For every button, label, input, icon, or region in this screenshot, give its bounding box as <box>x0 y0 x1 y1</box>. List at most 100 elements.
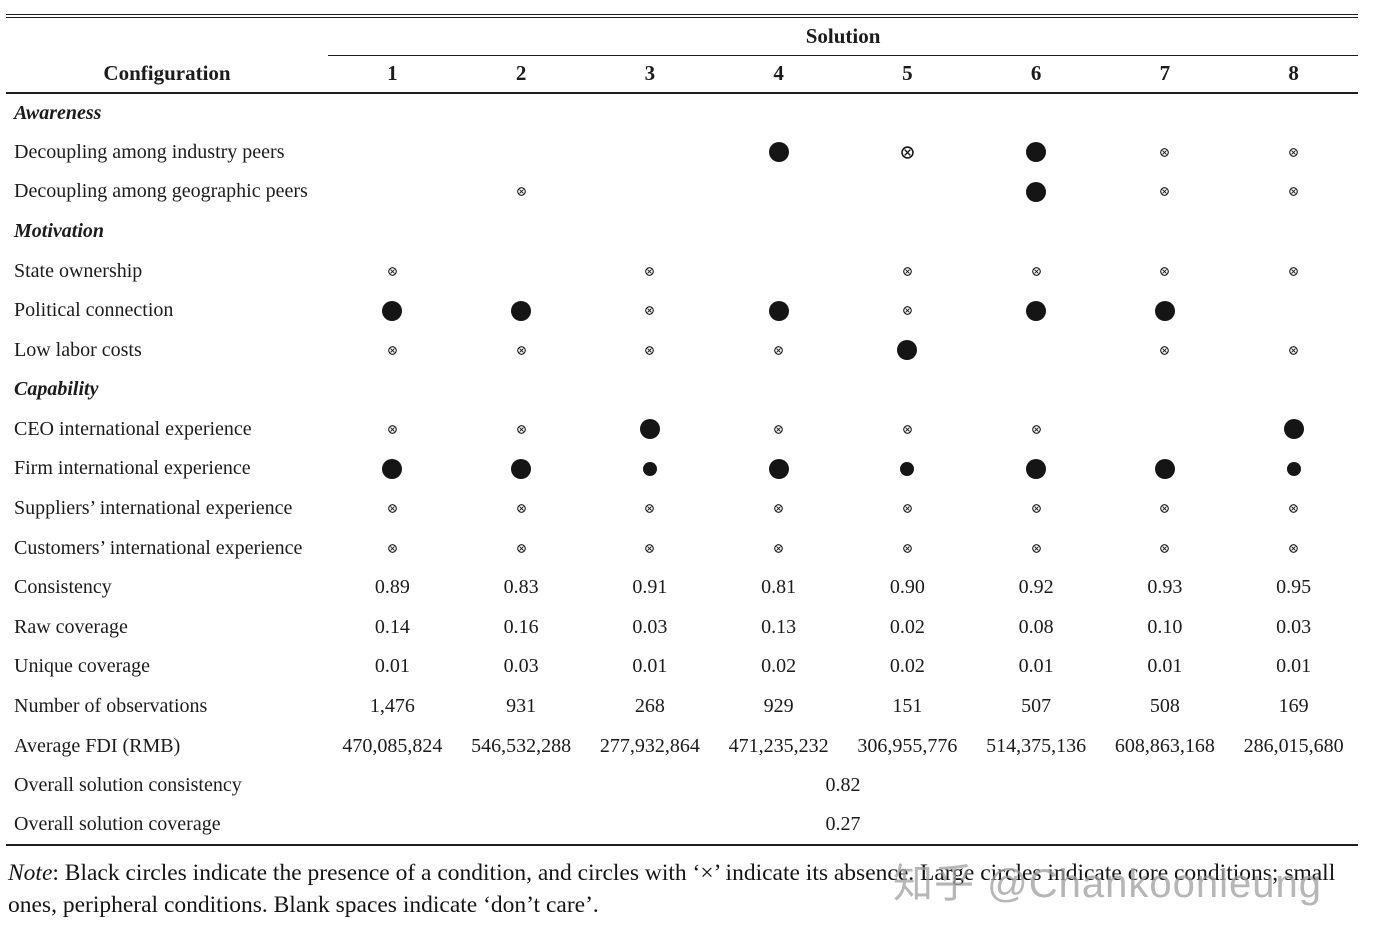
condition-cell-solution-1 <box>328 528 457 568</box>
note-body: : Black circles indicate the presence of… <box>8 860 1336 918</box>
absent-peripheral-icon <box>1160 543 1170 553</box>
row-label: CEO international experience <box>14 417 252 440</box>
row-label: Customers’ international experience <box>14 536 303 559</box>
table-row: Average FDI (RMB) 470,085,824 546,532,288 2… <box>6 726 1358 766</box>
section-row: Motivation <box>6 212 1358 252</box>
condition-cell-solution-3 <box>586 410 715 450</box>
absent-peripheral-icon <box>516 504 526 513</box>
row-label: Overall solution coverage <box>6 805 328 846</box>
value-cell-solution-4: 0.02 <box>761 655 797 678</box>
absent-peripheral-icon <box>1289 504 1298 513</box>
condition-cell-solution-8 <box>1229 449 1358 489</box>
absent-peripheral-icon <box>1160 266 1170 276</box>
value-cell-solution-6: 0.92 <box>1018 576 1054 599</box>
condition-cell-solution-5 <box>843 291 972 331</box>
absent-peripheral-icon <box>774 543 783 553</box>
absent-peripheral-icon <box>388 425 397 434</box>
condition-cell-solution-8 <box>1229 133 1358 173</box>
solution-column-header-4: 4 <box>714 55 843 94</box>
absent-peripheral-icon <box>1289 148 1298 157</box>
present-core-icon <box>1026 458 1047 479</box>
condition-cell-solution-2 <box>457 251 586 291</box>
value-cell-solution-3: 268 <box>634 694 665 717</box>
table-row: Overall solution consistency 0.82 <box>6 766 1358 806</box>
value-cell-solution-7: 508 <box>1149 694 1180 717</box>
absent-peripheral-icon <box>903 504 912 513</box>
condition-cell-solution-7 <box>1101 172 1230 212</box>
value-cell-solution-4: 471,235,232 <box>728 734 829 757</box>
absent-peripheral-icon <box>774 425 783 434</box>
value-cell-solution-5: 151 <box>892 694 923 717</box>
condition-cell-solution-1 <box>328 291 457 331</box>
section-label: Awareness <box>14 101 102 124</box>
condition-cell-solution-2 <box>457 489 586 529</box>
condition-cell-solution-6 <box>972 291 1101 331</box>
value-cell-solution-8: 169 <box>1278 694 1309 717</box>
condition-cell-solution-8 <box>1229 251 1358 291</box>
value-cell-solution-2: 546,532,288 <box>471 734 572 757</box>
value-cell-solution-1: 1,476 <box>369 694 415 717</box>
value-cell-solution-4: 0.81 <box>761 576 797 599</box>
condition-cell-solution-1 <box>328 449 457 489</box>
value-cell-solution-4: 929 <box>763 694 794 717</box>
present-core-icon <box>382 458 403 479</box>
value-cell-solution-1: 0.14 <box>374 615 410 638</box>
solution-header: Solution <box>328 16 1359 56</box>
present-core-icon <box>382 300 403 321</box>
absent-peripheral-icon <box>774 345 783 355</box>
condition-cell-solution-6 <box>972 489 1101 529</box>
condition-cell-solution-4 <box>714 172 843 212</box>
absent-peripheral-icon <box>903 306 912 315</box>
value-cell-solution-7: 0.10 <box>1147 615 1183 638</box>
present-peripheral-icon <box>900 461 915 476</box>
table-row: Suppliers’ international experience <box>6 489 1358 529</box>
table-row: Number of observations 1,476 931 268 929 151 5… <box>6 687 1358 727</box>
value-cell-solution-1: 0.89 <box>374 576 410 599</box>
value-cell-solution-3: 0.91 <box>632 576 668 599</box>
condition-cell-solution-7 <box>1101 410 1230 450</box>
absent-peripheral-icon <box>645 543 655 553</box>
present-core-icon <box>768 142 789 163</box>
solution-column-header-1: 1 <box>328 55 457 94</box>
absent-peripheral-icon <box>1160 345 1170 355</box>
table-note: Note: Black circles indicate the presenc… <box>8 858 1364 921</box>
absent-peripheral-icon <box>1031 543 1041 553</box>
condition-cell-solution-3 <box>586 528 715 568</box>
value-cell-solution-3: 277,932,864 <box>599 734 700 757</box>
absent-peripheral-icon <box>1289 543 1298 553</box>
value-cell-solution-3: 0.01 <box>632 655 668 678</box>
value-cell-solution-8: 286,015,680 <box>1243 734 1344 757</box>
condition-cell-solution-6 <box>972 528 1101 568</box>
condition-cell-solution-4 <box>714 489 843 529</box>
absent-peripheral-icon <box>388 504 397 513</box>
condition-cell-solution-1 <box>328 133 457 173</box>
condition-cell-solution-1 <box>328 330 457 370</box>
solution-column-header-7: 7 <box>1100 55 1230 94</box>
condition-cell-solution-3 <box>586 291 715 331</box>
condition-cell-solution-1 <box>328 410 457 450</box>
condition-cell-solution-4 <box>714 133 843 173</box>
value-cell-solution-8: 0.95 <box>1276 576 1312 599</box>
present-core-icon <box>511 458 532 479</box>
condition-cell-solution-8 <box>1229 489 1358 529</box>
present-core-icon <box>1154 300 1175 321</box>
condition-cell-solution-4 <box>714 330 843 370</box>
present-peripheral-icon <box>1286 461 1301 476</box>
present-core-icon <box>1154 458 1175 479</box>
condition-cell-solution-5 <box>843 133 972 173</box>
absent-peripheral-icon <box>516 425 526 434</box>
condition-cell-solution-6 <box>972 172 1101 212</box>
condition-cell-solution-2 <box>457 133 586 173</box>
value-cell-solution-4: 0.13 <box>761 615 797 638</box>
condition-cell-solution-7 <box>1101 449 1230 489</box>
row-label: Unique coverage <box>14 655 151 678</box>
condition-cell-solution-5 <box>843 410 972 450</box>
condition-cell-solution-3 <box>586 251 715 291</box>
value-cell-solution-6: 507 <box>1021 694 1052 717</box>
table-row: Customers’ international experience <box>6 528 1358 568</box>
solution-header-row: Solution <box>6 16 1359 56</box>
condition-cell-solution-8 <box>1229 330 1358 370</box>
absent-peripheral-icon <box>645 504 655 513</box>
